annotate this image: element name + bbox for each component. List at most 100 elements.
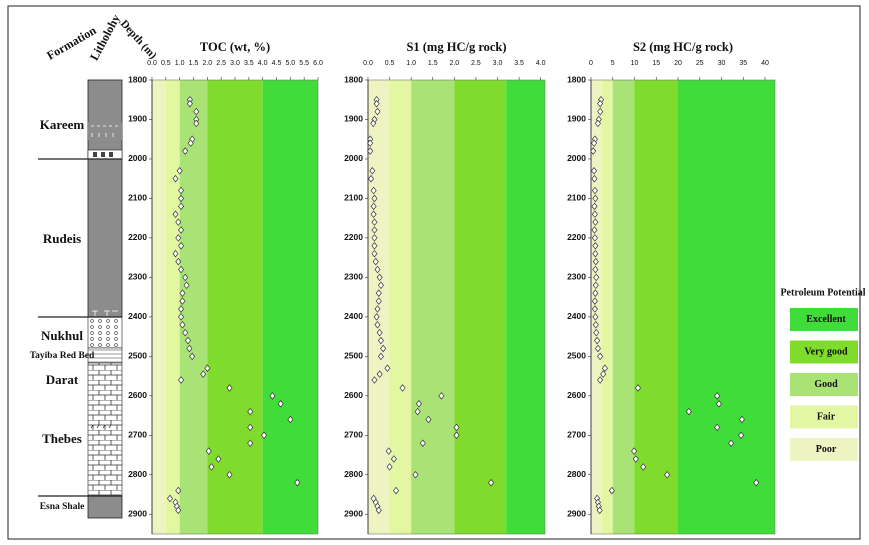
- sample-point: [172, 174, 179, 183]
- sample-point: [685, 407, 692, 416]
- x-tick-label: 0.0: [147, 60, 157, 67]
- x-tick-label: 4.0: [258, 60, 268, 67]
- sample-point: [591, 174, 598, 183]
- x-tick-label: 6.0: [313, 60, 323, 67]
- sample-point: [178, 194, 185, 203]
- sample-point: [178, 242, 185, 250]
- sample-point: [714, 392, 721, 400]
- sample-point: [592, 194, 599, 203]
- sample-point: [247, 407, 254, 416]
- legend-swatch: [790, 373, 858, 396]
- sample-point: [714, 423, 721, 432]
- sample-point: [594, 336, 601, 345]
- sample-point: [664, 471, 671, 479]
- sample-point: [178, 305, 185, 313]
- x-tick-label: 15: [652, 60, 660, 67]
- panel-title: S1 (mg HC/g rock): [406, 40, 506, 54]
- sample-point: [419, 439, 426, 447]
- potential-zone: [506, 80, 545, 534]
- sample-point: [179, 321, 186, 329]
- sample-point: [371, 218, 378, 226]
- sample-point: [728, 439, 735, 447]
- sample-point: [178, 202, 185, 211]
- x-tick-label: 35: [739, 60, 747, 67]
- sample-point: [594, 119, 601, 128]
- y-tick-label: 2600: [567, 390, 586, 400]
- sample-point: [390, 455, 397, 463]
- sample-point: [596, 506, 603, 515]
- x-tick-label: 40: [761, 60, 769, 67]
- sample-point: [453, 423, 460, 432]
- sample-point: [166, 494, 173, 503]
- potential-zone: [179, 80, 208, 534]
- sample-point: [247, 423, 254, 432]
- x-tick-label: 3.5: [514, 60, 524, 67]
- sample-point: [172, 249, 179, 258]
- y-tick-label: 2100: [567, 193, 586, 203]
- potential-zone: [601, 80, 613, 534]
- sample-point: [631, 447, 638, 455]
- x-tick-label: 1.5: [428, 60, 438, 67]
- y-tick-label: 2700: [128, 430, 147, 440]
- sample-point: [175, 257, 182, 266]
- x-tick-label: 0.5: [385, 60, 395, 67]
- sample-point: [372, 257, 379, 266]
- x-tick-label: 1.0: [175, 60, 185, 67]
- legend-swatch: [790, 405, 858, 429]
- legend-swatch: [790, 308, 858, 331]
- y-tick-label: 2500: [567, 351, 586, 361]
- legend-swatch: [790, 438, 858, 461]
- sample-point: [175, 218, 182, 226]
- sample-point: [172, 210, 179, 218]
- sample-point: [597, 107, 604, 116]
- sample-point: [592, 313, 599, 321]
- y-tick-label: 2800: [344, 469, 363, 479]
- x-tick-label: 2.5: [471, 60, 481, 67]
- y-tick-label: 2200: [567, 232, 586, 242]
- sample-point: [367, 139, 374, 147]
- sample-point: [179, 289, 186, 297]
- sample-point: [208, 463, 215, 471]
- sample-point: [369, 167, 376, 175]
- sample-point: [591, 167, 598, 175]
- x-tick-label: 3.0: [230, 60, 240, 67]
- y-tick-label: 2400: [567, 311, 586, 321]
- sample-point: [386, 463, 393, 471]
- sample-point: [371, 194, 378, 203]
- sample-point: [183, 281, 190, 290]
- sample-point: [753, 478, 760, 487]
- sample-point: [215, 455, 222, 463]
- y-tick-label: 1800: [344, 74, 363, 84]
- formation-label: Kareem: [40, 117, 85, 132]
- sample-point: [591, 139, 598, 147]
- sample-point: [592, 321, 599, 329]
- sample-point: [592, 242, 599, 250]
- y-tick-label: 2500: [344, 351, 363, 361]
- formation-label: Esna Shale: [40, 502, 85, 512]
- y-tick-label: 2400: [344, 311, 363, 321]
- y-tick-label: 2700: [567, 430, 586, 440]
- sample-point: [591, 202, 598, 211]
- sample-point: [438, 392, 445, 400]
- potential-zone: [152, 80, 166, 534]
- sample-point: [399, 384, 406, 392]
- sample-point: [178, 265, 185, 274]
- sample-point: [371, 242, 378, 250]
- sample-point: [178, 226, 185, 234]
- sample-point: [374, 305, 381, 313]
- potential-zone: [207, 80, 263, 534]
- sample-point: [597, 376, 604, 384]
- x-tick-label: 4.5: [272, 60, 282, 67]
- y-tick-label: 1900: [567, 114, 586, 124]
- sample-point: [178, 376, 185, 384]
- sample-point: [634, 384, 641, 392]
- sample-point: [592, 218, 599, 226]
- x-tick-label: 20: [674, 60, 682, 67]
- sample-point: [380, 344, 387, 353]
- sample-point: [594, 344, 601, 353]
- legend-label: Excellent: [806, 314, 846, 325]
- sample-point: [412, 471, 419, 479]
- y-tick-label: 2100: [128, 193, 147, 203]
- sample-point: [287, 415, 294, 424]
